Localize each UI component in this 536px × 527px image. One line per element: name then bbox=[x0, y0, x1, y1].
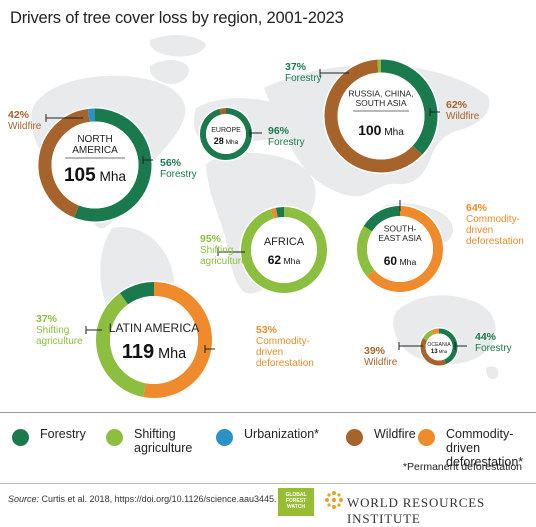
callout-driver-label: Forestry bbox=[268, 137, 305, 148]
region-total-label: 62 Mha bbox=[268, 253, 301, 267]
region-name-label: EAST ASIA bbox=[378, 233, 422, 243]
legend-item: Wildfire bbox=[346, 427, 416, 446]
legend-item: Urbanization* bbox=[216, 427, 319, 446]
callout-driver-label: Shifting bbox=[36, 325, 69, 336]
region-name-label: NORTH bbox=[77, 134, 112, 145]
callout-driver-label: Wildfire bbox=[446, 111, 480, 122]
callout-driver-label: Forestry bbox=[475, 343, 512, 354]
legend-label: Urbanization* bbox=[244, 427, 319, 441]
region-name-label: OCEANIA bbox=[427, 342, 451, 348]
region-total-label: 105 Mha bbox=[64, 165, 126, 186]
map-landmass bbox=[150, 60, 189, 84]
map-landmass bbox=[486, 366, 498, 379]
callout-percent: 44% bbox=[475, 331, 497, 343]
callout-percent: 42% bbox=[8, 109, 30, 121]
callout-driver-label: Commodity- bbox=[466, 214, 520, 225]
region-name-label: AFRICA bbox=[264, 236, 305, 248]
callout-percent: 39% bbox=[364, 345, 386, 357]
callout-driver-label: agriculture bbox=[36, 336, 83, 347]
callout-percent: 37% bbox=[36, 313, 58, 325]
wri-name: WORLD RESOURCES INSTITUTE bbox=[347, 495, 536, 527]
callout-percent: 95% bbox=[200, 233, 222, 245]
callout-driver-label: agriculture bbox=[200, 256, 247, 267]
region-name-label: EUROPE bbox=[211, 127, 241, 134]
donut-slice-wildfire bbox=[220, 111, 226, 112]
callout-percent: 53% bbox=[256, 324, 278, 336]
source-text: Curtis et al. 2018, https://doi.org/10.1… bbox=[39, 494, 277, 504]
region-name-label: AMERICA bbox=[72, 145, 118, 156]
legend-label: Wildfire bbox=[374, 427, 416, 441]
region-name-label: LATIN AMERICA bbox=[109, 321, 199, 335]
callout-driver-label: Wildfire bbox=[8, 121, 42, 132]
callout-driver-label: Forestry bbox=[160, 169, 197, 180]
callout-driver-label: Commodity- bbox=[256, 336, 310, 347]
legend-label: Forestry bbox=[40, 427, 86, 441]
region-total-label: 60 Mha bbox=[384, 254, 417, 268]
legend-swatch bbox=[106, 429, 123, 446]
donut-center bbox=[251, 217, 317, 283]
legend-item: Forestry bbox=[12, 427, 86, 446]
legend-swatch bbox=[418, 429, 435, 446]
source-note: Source: Curtis et al. 2018, https://doi.… bbox=[8, 494, 277, 504]
callout-percent: 37% bbox=[285, 61, 307, 73]
callout-driver-label: Shifting bbox=[200, 245, 233, 256]
donut-center bbox=[338, 73, 425, 160]
donut-slice-commodity bbox=[272, 213, 277, 214]
donut-center bbox=[110, 296, 198, 384]
donut-slice-commodity bbox=[432, 331, 439, 333]
callout-driver-label: deforestation bbox=[256, 358, 314, 369]
callout-percent: 62% bbox=[446, 99, 468, 111]
region-name-label: SOUTH- bbox=[384, 224, 417, 234]
legend-swatch bbox=[12, 429, 29, 446]
region-name-label: SOUTH ASIA bbox=[355, 98, 406, 108]
callout-driver-label: Forestry bbox=[285, 73, 322, 84]
legend-swatch bbox=[346, 429, 363, 446]
source-label: Source: bbox=[8, 494, 39, 504]
callout-percent: 96% bbox=[268, 125, 290, 137]
region-name-label: RUSSIA, CHINA, bbox=[348, 89, 413, 99]
wri-logo-icon bbox=[324, 490, 344, 510]
callout-driver-label: driven bbox=[466, 225, 493, 236]
map-landmass bbox=[150, 35, 206, 56]
callout-driver-label: driven bbox=[256, 347, 283, 358]
donut-center bbox=[206, 114, 246, 154]
legend-note: *Permanent deforestation bbox=[403, 461, 522, 473]
callout-driver-label: Wildfire bbox=[364, 357, 398, 368]
legend-swatch bbox=[216, 429, 233, 446]
callout-percent: 64% bbox=[466, 202, 488, 214]
donut-slice-forestry bbox=[277, 212, 284, 213]
callout-percent: 56% bbox=[160, 157, 182, 169]
callout-driver-label: deforestation bbox=[466, 236, 524, 247]
